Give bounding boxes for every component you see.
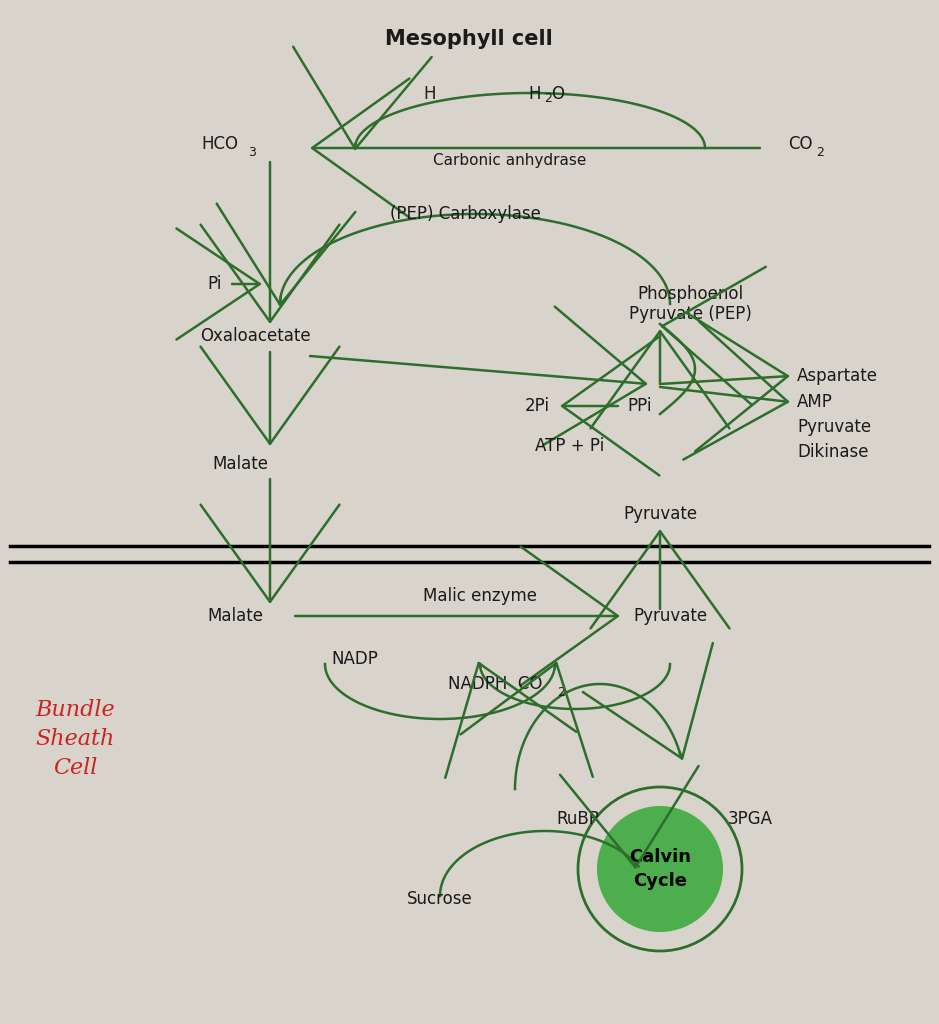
Text: NADP: NADP bbox=[331, 650, 378, 668]
Text: NADPH  CO: NADPH CO bbox=[448, 675, 542, 693]
Text: Malic enzyme: Malic enzyme bbox=[423, 587, 537, 605]
Text: Carbonic anhydrase: Carbonic anhydrase bbox=[433, 153, 587, 168]
Text: Mesophyll cell: Mesophyll cell bbox=[385, 29, 553, 49]
Text: Cycle: Cycle bbox=[633, 872, 687, 890]
Text: RuBP: RuBP bbox=[557, 810, 599, 828]
Text: Pi: Pi bbox=[208, 275, 223, 293]
Text: 2: 2 bbox=[557, 685, 565, 698]
Text: 3PGA: 3PGA bbox=[728, 810, 773, 828]
Text: H: H bbox=[529, 85, 541, 103]
Text: 2Pi: 2Pi bbox=[525, 397, 549, 415]
Text: Pyruvate: Pyruvate bbox=[797, 418, 871, 436]
Text: HCO: HCO bbox=[202, 135, 239, 153]
Text: AMP: AMP bbox=[797, 393, 833, 411]
Text: Malate: Malate bbox=[212, 455, 268, 473]
Text: Pyruvate (PEP): Pyruvate (PEP) bbox=[628, 305, 751, 323]
Text: H: H bbox=[423, 85, 437, 103]
Text: 3: 3 bbox=[248, 145, 256, 159]
Text: Pyruvate: Pyruvate bbox=[623, 505, 697, 523]
Text: Bundle
Sheath
Cell: Bundle Sheath Cell bbox=[35, 699, 115, 779]
Text: Phosphoenol: Phosphoenol bbox=[637, 285, 743, 303]
Text: Pyruvate: Pyruvate bbox=[633, 607, 707, 625]
Text: ATP + Pi: ATP + Pi bbox=[535, 437, 605, 455]
Text: Oxaloacetate: Oxaloacetate bbox=[200, 327, 310, 345]
Text: Sucrose: Sucrose bbox=[408, 890, 473, 908]
Text: Aspartate: Aspartate bbox=[797, 367, 878, 385]
Text: (PEP) Carboxylase: (PEP) Carboxylase bbox=[390, 205, 541, 223]
Text: Malate: Malate bbox=[207, 607, 263, 625]
Text: O: O bbox=[551, 85, 564, 103]
Text: PPi: PPi bbox=[628, 397, 653, 415]
Circle shape bbox=[597, 806, 723, 932]
Text: Calvin: Calvin bbox=[629, 848, 691, 866]
Text: 2: 2 bbox=[544, 91, 552, 104]
Text: CO: CO bbox=[788, 135, 812, 153]
Text: Dikinase: Dikinase bbox=[797, 443, 869, 461]
Text: 2: 2 bbox=[816, 145, 824, 159]
